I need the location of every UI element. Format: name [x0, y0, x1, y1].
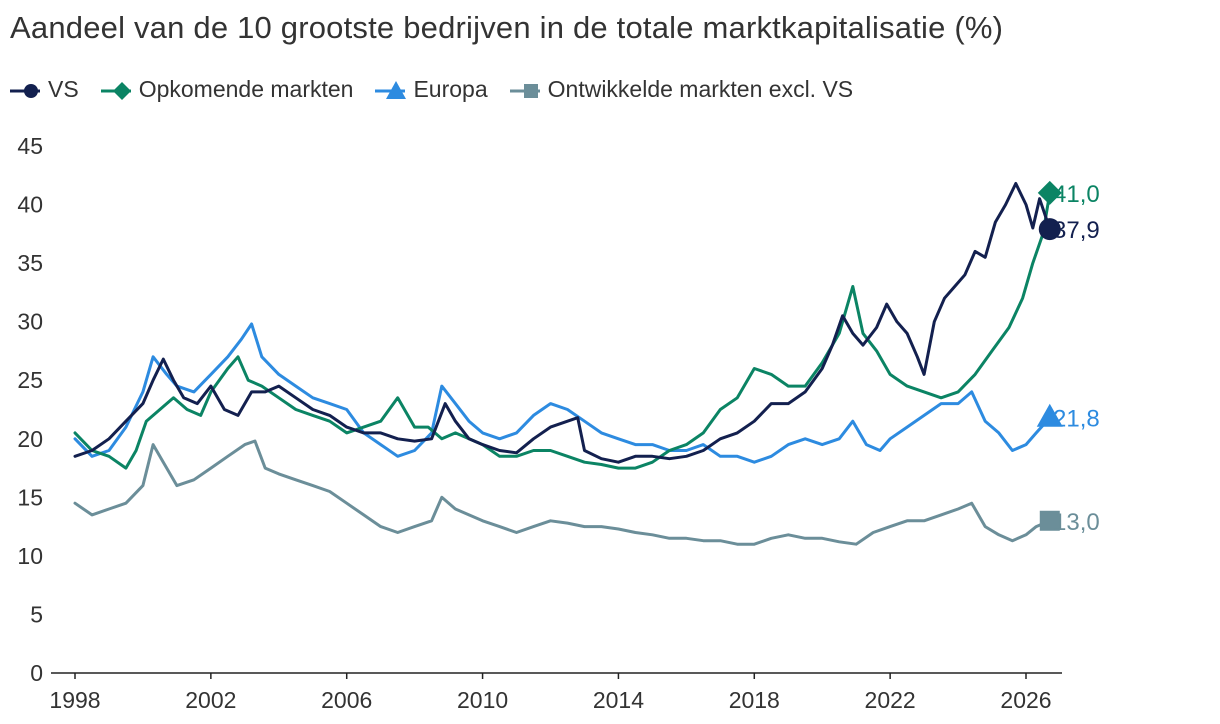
legend-label-vs: VS — [48, 76, 79, 102]
series-line-vs — [73, 182, 1052, 464]
x-tick-label: 2022 — [865, 687, 916, 713]
y-tick-label: 35 — [17, 250, 43, 276]
end-markers: 37,9 41,0 21,8 13,0 — [1036, 180, 1100, 536]
series-line-opkomende — [73, 191, 1052, 470]
end-label-opkomende: 41,0 — [1053, 181, 1100, 208]
legend-label-opkomende: Opkomende markten — [138, 76, 354, 102]
y-tick-label: 40 — [17, 192, 43, 218]
y-tick-label: 30 — [17, 309, 43, 335]
x-tick-label: 2014 — [593, 687, 644, 713]
legend-marker-vs — [10, 83, 40, 98]
x-tick-label: 2010 — [457, 687, 508, 713]
y-tick-label: 45 — [17, 133, 43, 159]
legend-item-ontwikkelde: Ontwikkelde markten excl. VS — [509, 76, 854, 103]
series-line-europa — [73, 322, 1052, 464]
x-tick-label: 2006 — [321, 687, 372, 713]
legend-label-europa: Europa — [413, 76, 488, 102]
y-tick-label: 10 — [17, 543, 43, 569]
legend-marker-europa — [375, 80, 407, 99]
legend-marker-ontwikkelde — [509, 83, 540, 98]
y-tick-label: 20 — [17, 426, 43, 452]
y-tick-label: 25 — [17, 367, 43, 393]
x-tick-label: 2002 — [185, 687, 236, 713]
end-marker-europa — [1036, 403, 1063, 427]
x-axis: 1998 2002 2006 2010 2014 2018 2022 2026 — [49, 672, 1062, 713]
legend-marker-opkomende — [100, 81, 131, 100]
legend: VS Opkomende markten Europa Ontwikkelde … — [10, 76, 875, 103]
legend-label-ontwikkelde: Ontwikkelde markten excl. VS — [547, 76, 854, 102]
y-tick-label: 0 — [30, 660, 43, 686]
end-label-ontwikkelde: 13,0 — [1053, 509, 1100, 536]
end-marker-vs — [1038, 218, 1061, 241]
end-label-vs: 37,9 — [1053, 217, 1100, 244]
x-tick-label: 2018 — [729, 687, 780, 713]
y-axis-labels: 0 5 10 15 20 25 30 35 40 45 — [17, 133, 43, 686]
end-marker-opkomende — [1037, 180, 1062, 205]
x-tick-label: 2026 — [1000, 687, 1051, 713]
legend-item-europa: Europa — [375, 76, 488, 103]
chart-title: Aandeel van de 10 grootste bedrijven in … — [10, 10, 1004, 45]
series-lines — [73, 182, 1052, 546]
series-line-ontwikkelde — [73, 439, 1052, 546]
x-tick-label: 1998 — [49, 687, 100, 713]
legend-item-opkomende: Opkomende markten — [100, 76, 354, 103]
y-tick-label: 5 — [30, 601, 43, 627]
y-tick-label: 15 — [17, 484, 43, 510]
end-marker-ontwikkelde — [1039, 510, 1060, 531]
end-label-europa: 21,8 — [1053, 406, 1100, 433]
legend-item-vs: VS — [10, 76, 79, 103]
